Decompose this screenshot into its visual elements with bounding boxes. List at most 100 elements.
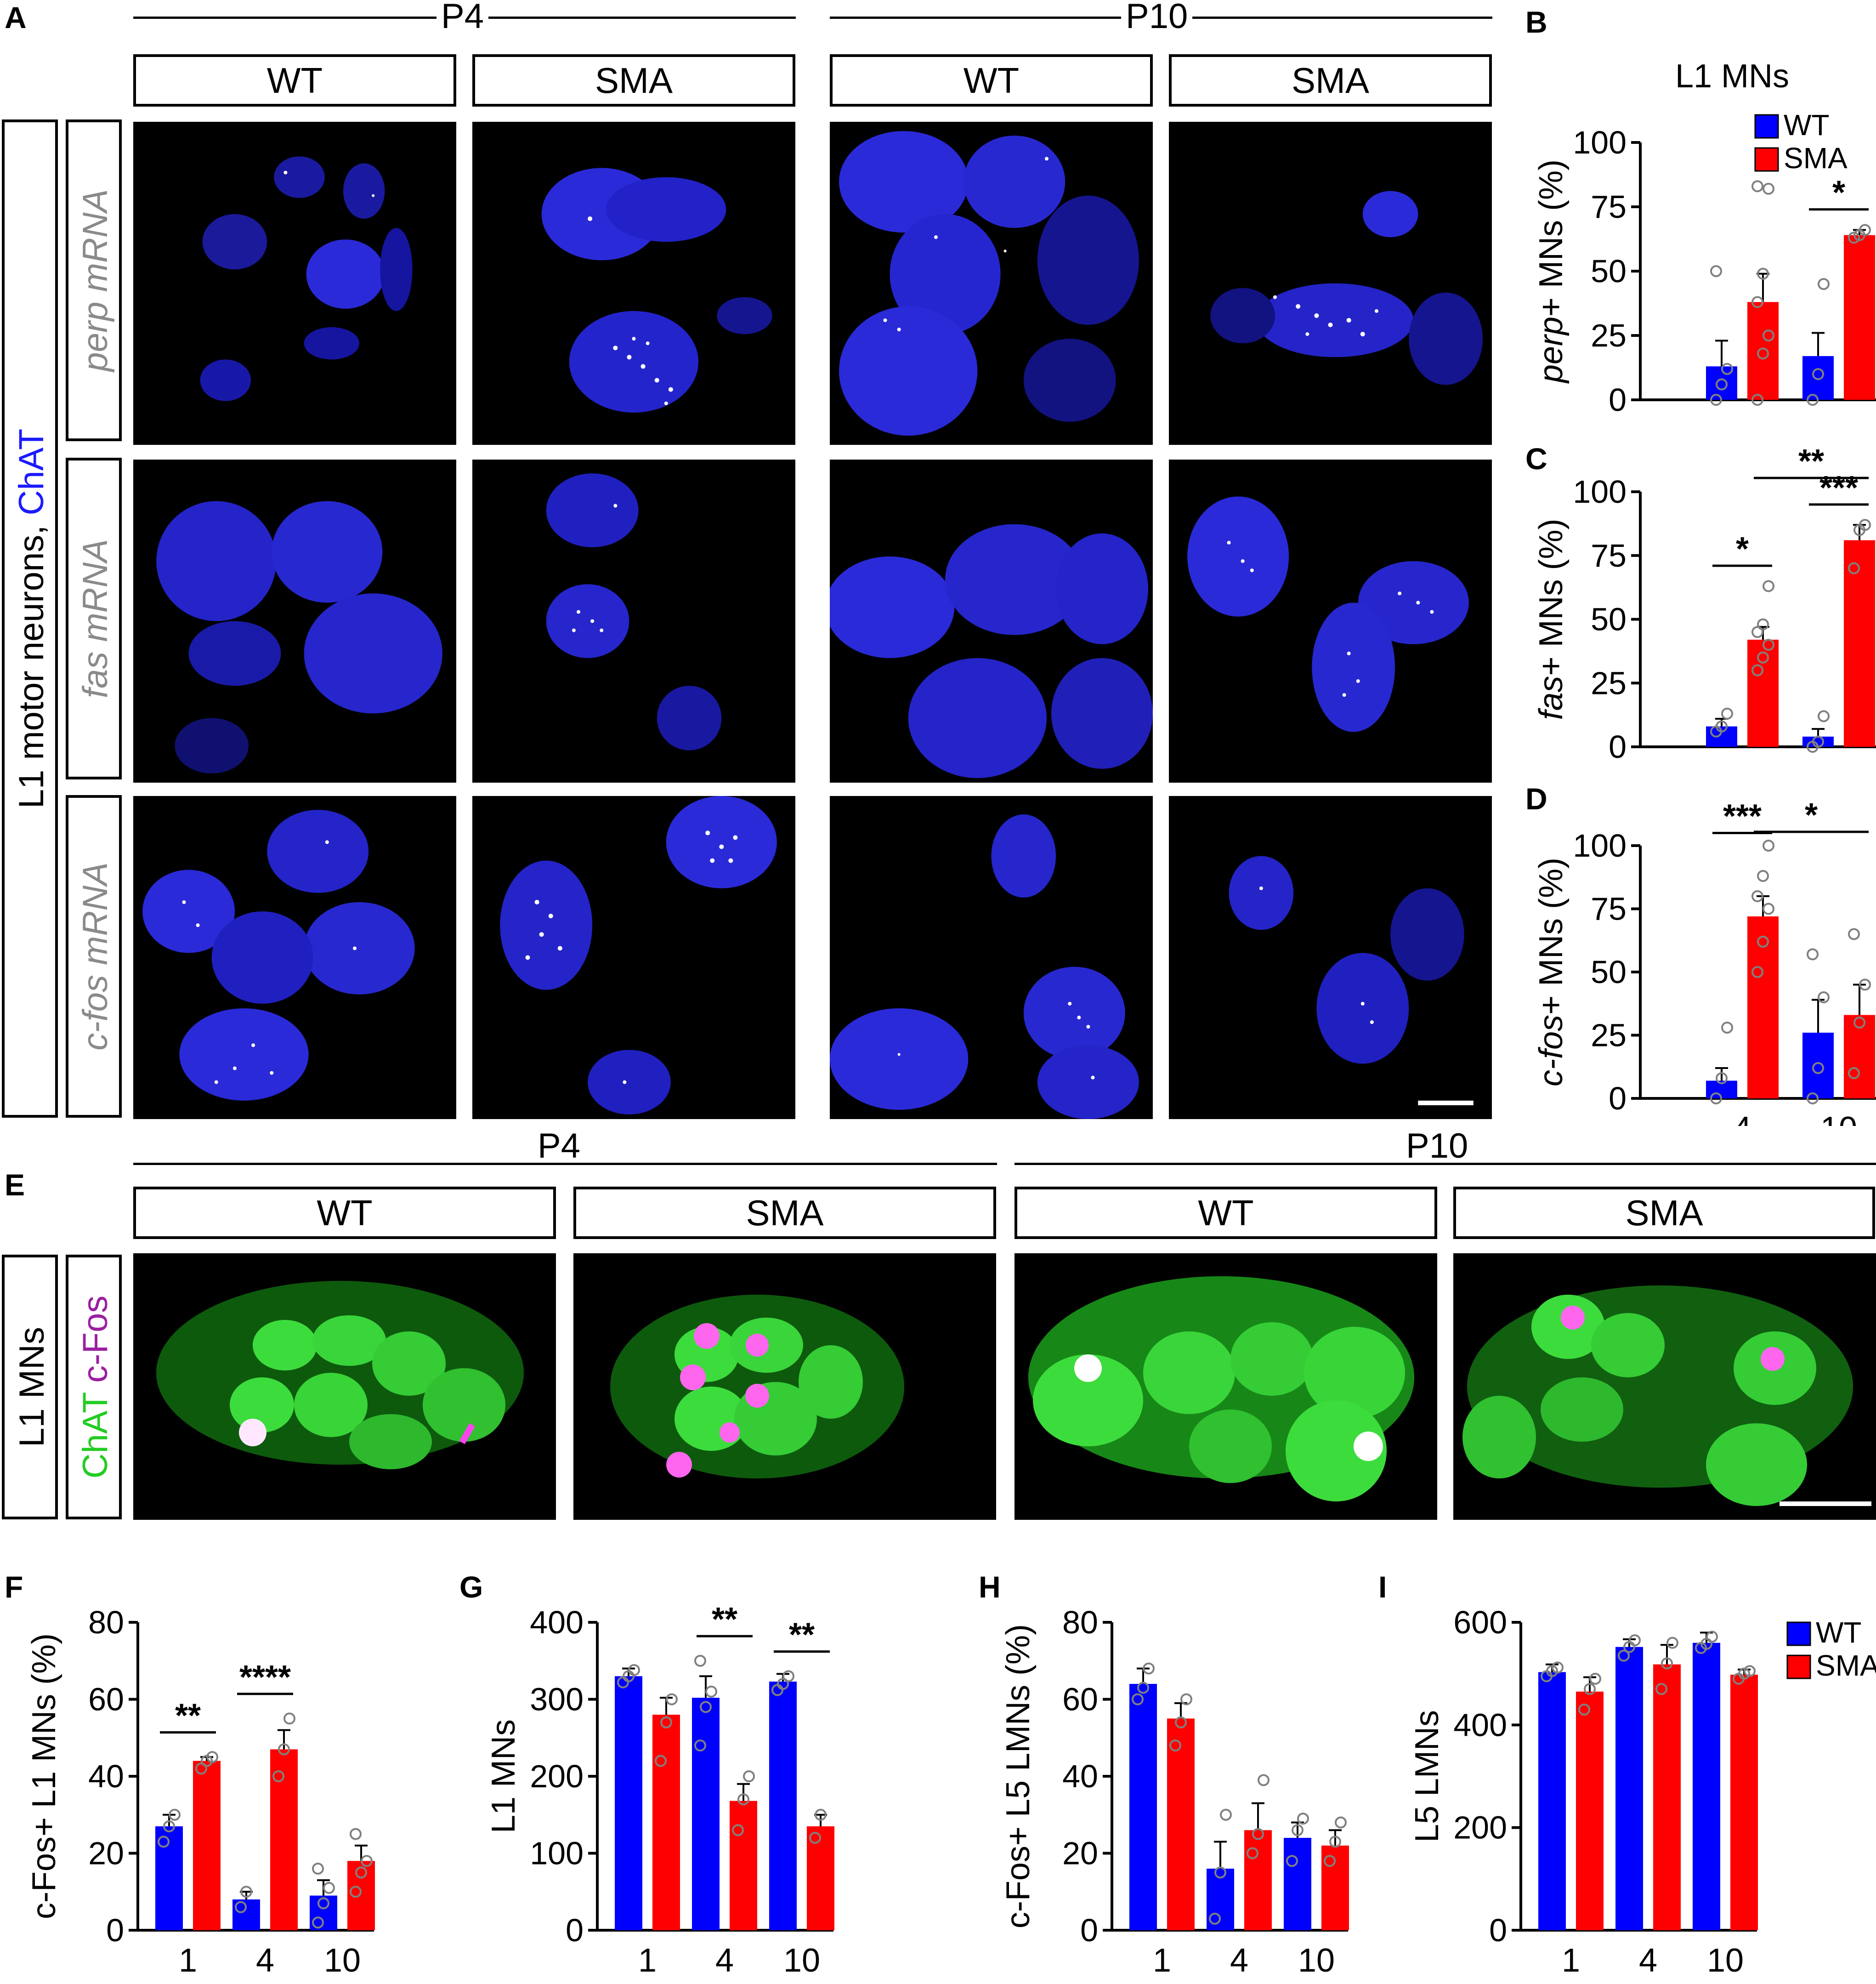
y-axis-label: perp+ MNs (%) [1533,159,1570,384]
y-axis-label-rest: + MNs (%) [1533,159,1570,317]
y-axis-label: L1 MNs [487,1719,522,1833]
y-tick-label: 75 [1591,538,1627,574]
x-tick-label: 4 [1639,1942,1657,1979]
micrograph-a-perp-sma-p4 [472,122,795,445]
data-point [272,1770,284,1782]
data-point [1589,1672,1601,1685]
data-point [1812,368,1824,380]
bar-sma-4 [1747,639,1779,747]
data-point [1710,394,1722,406]
data-point [743,1770,755,1782]
bar-wt-1 [1538,1672,1566,1930]
data-point [1757,936,1769,948]
data-point [1324,1855,1336,1867]
significance-label: * [1805,797,1818,834]
legend-label: WT [1816,1616,1862,1649]
data-point [1751,394,1763,406]
data-point [705,1685,717,1698]
timepoint-p10-label-e: P10 [1406,1126,1468,1165]
data-point [1335,1816,1347,1829]
legend-swatch-wt [1786,1621,1811,1646]
data-point [1258,1774,1270,1786]
panel-letter-b: B [1525,5,1547,39]
data-point [1721,707,1733,720]
bar-sma-10 [1730,1674,1758,1930]
data-point [1329,1836,1341,1848]
data-point [1744,1665,1756,1677]
panel-letter-a: A [5,0,27,34]
legend-swatch-wt [1754,114,1779,139]
row-label-box-cfos [66,795,122,1118]
data-point [240,1886,252,1898]
genotype-box-sma-p4-a: SMA [472,54,795,107]
data-point [1763,182,1774,195]
bar-wt-10 [1802,1033,1834,1098]
stain-chat: ChAT [76,1392,115,1479]
data-point [809,1832,821,1844]
micrograph-a-fas-wt-p4 [133,460,456,783]
stain-cfos: c-Fos [76,1295,115,1383]
data-point [1763,330,1774,341]
significance-label: ** [175,1698,201,1734]
data-point [1853,1017,1865,1029]
data-point [1812,1062,1824,1074]
data-point [1751,180,1763,193]
y-axis-label: c-Fos+ L5 LMNs (%) [1002,1624,1037,1928]
data-point [1818,710,1830,722]
legend-label: SMA [1816,1649,1876,1682]
data-point [1706,1631,1718,1643]
data-point [1751,966,1763,978]
data-point [163,1820,175,1832]
genotype-label: WT [317,1192,373,1233]
y-tick-label: 0 [1609,382,1627,414]
data-point [312,1863,324,1875]
y-tick-label: 400 [530,1604,584,1640]
data-point [1180,1693,1192,1705]
side-label-box-a [2,119,58,1118]
data-point [628,1664,640,1676]
data-point [1209,1912,1221,1925]
data-point [1751,890,1763,902]
data-point [355,1866,367,1879]
significance-label: ** [712,1601,737,1638]
panel-letter-e: E [5,1168,25,1202]
data-point [1716,720,1728,733]
stain-label-box-e [66,1255,122,1519]
significance-label: *** [1723,798,1762,835]
genotype-box-sma-p10-e: SMA [1453,1187,1875,1239]
x-tick-label: 10 [1707,1942,1744,1979]
data-point [283,1712,295,1725]
data-point [1848,928,1860,940]
timepoint-p10-label-a: P10 [1121,0,1193,36]
significance-label: ** [1798,443,1824,480]
bar-wt-10 [1802,356,1834,400]
data-point [660,1716,672,1728]
genotype-box-wt-p4-e: WT [133,1187,556,1239]
stain-label-e: ChAT c-Fos [75,1254,115,1520]
panel-letter-d: D [1525,782,1547,816]
genotype-label: SMA [1625,1192,1703,1233]
y-axis-label-gene: perp [1533,317,1570,384]
y-tick-label: 100 [1573,474,1627,510]
data-point [350,1828,362,1840]
bar-wt-1 [615,1676,642,1930]
data-point [694,1740,706,1751]
data-point [1848,562,1860,574]
micrograph-a-cfos-sma-p10 [1169,796,1492,1119]
data-point [1763,840,1774,852]
x-tick-label: 1 [1562,1942,1580,1979]
data-point [1552,1661,1564,1674]
y-axis-label: L5 LMNs [1411,1710,1445,1842]
genotype-label: WT [266,60,323,101]
data-point [1618,1649,1630,1662]
y-tick-label: 200 [530,1758,584,1794]
y-axis-label: c-fos+ MNs (%) [1533,858,1570,1086]
chart-title: L1 MNs [1675,58,1789,95]
data-point [1584,1683,1596,1695]
side-label-box-e [2,1255,58,1519]
data-point [1763,639,1774,651]
bar-sma-1 [193,1761,221,1930]
